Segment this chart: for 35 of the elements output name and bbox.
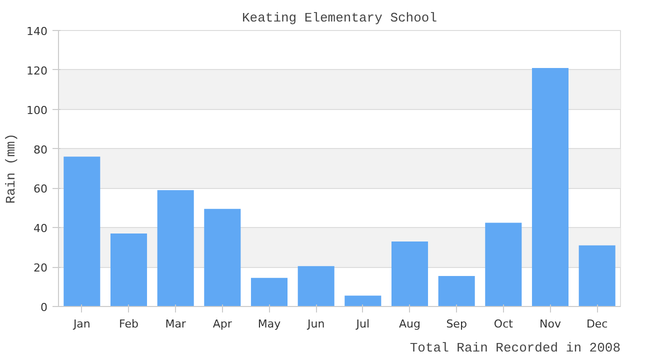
x-tick-label: May: [258, 318, 282, 330]
y-tick-label: 80: [34, 143, 48, 156]
x-tick-label: Oct: [494, 318, 514, 330]
y-tick-label: 40: [34, 222, 48, 236]
y-tick-label: 0: [40, 301, 48, 314]
bar: [110, 234, 148, 306]
y-tick-label: 20: [34, 262, 48, 275]
x-tick-label: Apr: [212, 318, 232, 330]
bar: [298, 266, 334, 306]
x-tick-label: Jan: [72, 318, 90, 330]
bar: [204, 208, 241, 306]
bar: [391, 241, 428, 306]
x-tick-label: Feb: [119, 318, 139, 330]
bar: [578, 245, 616, 306]
y-tick-label: 60: [34, 182, 48, 196]
bar: [344, 296, 382, 306]
x-tick-label: Jul: [355, 318, 370, 330]
bar: [485, 222, 522, 306]
y-axis-title: Rain (mm): [4, 133, 19, 204]
x-tick-label: Dec: [586, 318, 608, 330]
bar: [157, 190, 194, 306]
x-tick-label: Mar: [165, 318, 186, 330]
x-tick-label: Aug: [399, 318, 420, 330]
x-tick-label: Nov: [540, 318, 562, 330]
x-tick-label: Jun: [306, 318, 325, 330]
x-tick-label: Sep: [446, 318, 467, 330]
y-tick-label: 100: [26, 104, 48, 117]
y-tick-label: 140: [26, 25, 48, 38]
bar: [438, 276, 475, 306]
chart-title: Keating Elementary School: [242, 10, 438, 26]
bar: [250, 278, 288, 306]
bar: [532, 68, 569, 306]
bar: [64, 156, 100, 306]
x-axis-title: Total Rain Recorded in 2008: [410, 340, 621, 356]
y-tick-label: 120: [26, 64, 48, 78]
